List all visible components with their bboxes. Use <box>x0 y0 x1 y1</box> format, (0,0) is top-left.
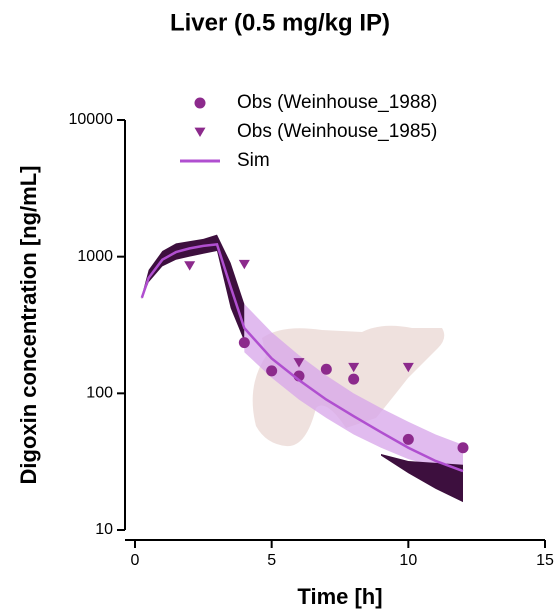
liver-illustration <box>252 325 445 447</box>
band <box>141 234 245 342</box>
x-tick-label: 10 <box>399 552 417 569</box>
band <box>244 304 463 472</box>
y-tick-label: 100 <box>86 385 113 402</box>
x-tick-label: 5 <box>267 552 276 569</box>
y-tick-label: 1000 <box>77 248 113 265</box>
chart-title: Liver (0.5 mg/kg IP) <box>170 9 390 36</box>
obs-point <box>238 259 250 270</box>
y-axis-label: Digoxin concentration [ng/mL] <box>16 166 41 485</box>
legend-marker <box>194 127 206 137</box>
plot-area <box>140 234 469 503</box>
legend-label: Obs (Weinhouse_1985) <box>237 121 437 142</box>
x-axis-label: Time [h] <box>297 584 382 609</box>
band <box>381 453 463 503</box>
obs-point <box>266 365 278 377</box>
obs-point <box>238 337 250 349</box>
obs-point <box>184 261 196 271</box>
legend-marker <box>194 97 206 109</box>
obs-point <box>320 363 332 375</box>
x-tick-label: 15 <box>536 552 554 569</box>
obs-point <box>402 433 414 445</box>
obs-point <box>348 373 360 385</box>
legend-label: Sim <box>237 150 270 171</box>
sim-line <box>140 243 464 473</box>
obs-point <box>293 358 305 368</box>
legend-label: Obs (Weinhouse_1988) <box>237 92 437 113</box>
y-tick-label: 10000 <box>69 111 114 128</box>
y-tick-label: 10 <box>95 521 113 538</box>
obs-point <box>402 362 414 373</box>
x-tick-label: 0 <box>131 552 140 569</box>
obs-point <box>348 362 360 373</box>
obs-point <box>457 442 469 454</box>
